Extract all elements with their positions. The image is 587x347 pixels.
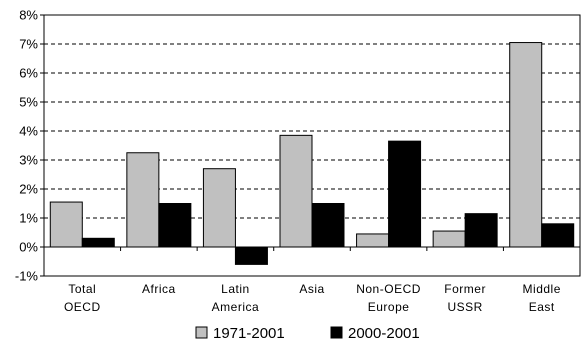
bar-2000-2001 (311, 203, 345, 248)
bar-1971-2001 (202, 168, 236, 248)
bar-1971-2001 (432, 230, 466, 248)
bar-2000-2001 (234, 246, 268, 265)
legend-label: 1971-2001 (213, 325, 285, 342)
x-category-label: Africa (142, 282, 176, 296)
legend: 1971-2001 2000-2001 (195, 325, 420, 342)
plot-border (43, 14, 581, 277)
bar-1971-2001 (279, 134, 313, 248)
x-category-label: Former (444, 282, 486, 296)
bar-2000-2001 (81, 237, 115, 248)
bar-2000-2001 (464, 213, 498, 248)
y-tick-label: 8% (19, 8, 38, 23)
legend-label: 2000-2001 (348, 325, 420, 342)
y-axis-labels: -1% 0% 1% 2% 3% 4% 5% 6% 7% 8% (15, 8, 39, 284)
x-category-label: America (212, 300, 260, 314)
y-tick-label: 6% (19, 66, 38, 81)
x-category-label: Europe (368, 300, 410, 314)
x-category-label: OECD (64, 300, 101, 314)
x-category-label: USSR (447, 300, 482, 314)
bar-1971-2001 (126, 152, 160, 248)
y-tick-label: 0% (19, 240, 38, 255)
x-category-label: East (529, 300, 555, 314)
x-axis-labels: Total OECD Africa Latin America Asia Non-OECD E… (64, 282, 561, 314)
bar-1971-2001 (356, 233, 390, 248)
y-tick-label: 4% (19, 124, 38, 139)
y-tick-label: 1% (19, 211, 38, 226)
x-category-label: Total (68, 282, 96, 296)
bar-2000-2001 (158, 203, 192, 248)
bar-2000-2001 (541, 223, 575, 248)
y-tick-label: 3% (19, 153, 38, 168)
legend-swatch (330, 326, 343, 339)
x-category-label: Non-OECD (356, 282, 421, 296)
bars (49, 42, 575, 265)
bar-1971-2001 (49, 201, 83, 248)
y-tick-label: -1% (15, 269, 39, 284)
x-category-label: Middle (523, 282, 561, 296)
bar-1971-2001 (509, 42, 543, 248)
bar-2000-2001 (388, 140, 422, 248)
y-tick-label: 5% (19, 95, 38, 110)
y-tick-label: 2% (19, 182, 38, 197)
x-category-label: Latin (221, 282, 250, 296)
x-category-label: Asia (299, 282, 324, 296)
legend-swatch (195, 326, 208, 339)
y-tick-label: 7% (19, 37, 38, 52)
plot-frame (43, 14, 581, 277)
